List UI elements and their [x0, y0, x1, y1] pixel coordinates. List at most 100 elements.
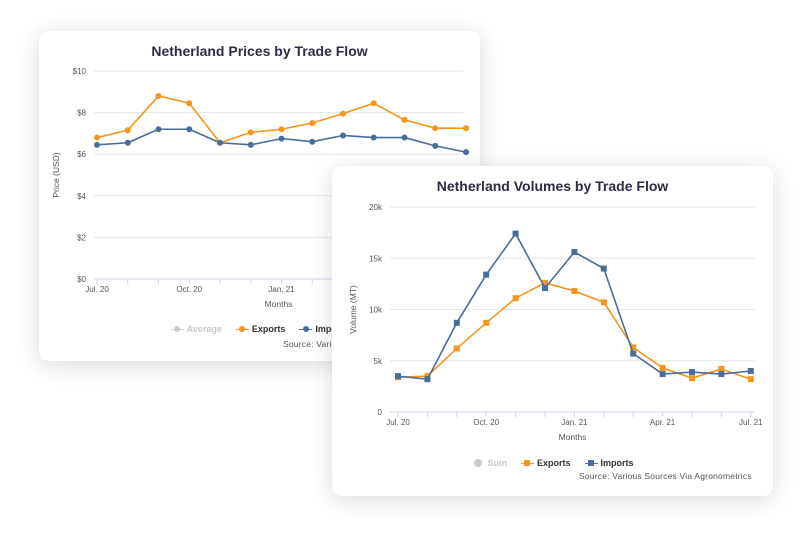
y-tick-label: $10 — [73, 67, 87, 76]
imports-data-point — [659, 371, 666, 378]
imports-data-point — [463, 149, 469, 156]
exports-data-point — [483, 319, 490, 326]
x-tick-label: Oct. 20 — [473, 418, 499, 427]
imports-data-point — [483, 271, 490, 278]
imports-data-point — [217, 139, 223, 146]
exports-data-point — [600, 299, 607, 306]
imports-data-point — [600, 265, 607, 272]
imports-data-point — [247, 141, 254, 148]
exports-data-point — [542, 279, 548, 286]
volumes-chart: 0 5k 10k 15k 20k Jul. 20 Oct. 20 Jan. 21 Apr. 21… — [348, 203, 763, 442]
chart-title: Netherland Prices by Trade Flow — [151, 43, 368, 59]
legend-label: Exports — [536, 458, 571, 468]
x-tick-label: Jul. 21 — [739, 418, 763, 427]
exports-data-point — [689, 375, 695, 382]
chart-legend: Sum Exports Imports — [332, 458, 773, 468]
legend-symbol — [170, 325, 184, 333]
y-tick-label: $4 — [77, 192, 86, 201]
imports-data-point — [395, 373, 401, 380]
exports-data-point — [571, 288, 578, 295]
legend-item-imports[interactable]: Imports — [299, 324, 348, 334]
y-tick-label: $6 — [77, 150, 86, 159]
exports-data-point — [630, 344, 637, 351]
volumes-chart-card: Netherland Volumes by Trade Flow 0 5k 10k 1… — [332, 166, 773, 496]
exports-data-point — [340, 110, 346, 117]
x-tick-label: Jul. 20 — [386, 418, 410, 427]
exports-data-point — [401, 116, 408, 123]
legend-symbol — [299, 325, 313, 333]
legend-item-exports[interactable]: Exports — [235, 324, 286, 334]
imports-data-point — [689, 369, 695, 376]
imports-data-point — [278, 135, 285, 142]
x-tick-label: Apr. 21 — [650, 418, 676, 427]
exports-series-line — [397, 282, 752, 380]
imports-data-point — [124, 139, 131, 146]
exports-data-point — [370, 100, 377, 107]
y-tick-label: 0 — [378, 408, 383, 417]
x-tick-label: Jan. 21 — [561, 418, 588, 427]
exports-data-point — [463, 125, 469, 132]
exports-data-point — [424, 373, 431, 380]
exports-data-point — [512, 295, 519, 302]
imports-data-point — [453, 319, 460, 326]
legend-label: Exports — [251, 324, 286, 334]
x-tick-label: Jan. 21 — [268, 285, 295, 294]
y-axis-title: Volume (MT) — [348, 285, 358, 334]
exports-data-point — [124, 127, 131, 134]
legend-item-average[interactable]: Average — [170, 324, 222, 334]
imports-data-point — [186, 126, 193, 133]
imports-series-line — [397, 232, 751, 380]
x-axis-title: Months — [559, 432, 587, 442]
imports-data-point — [401, 134, 408, 141]
legend-symbol — [235, 325, 249, 333]
legend-symbol — [471, 459, 484, 467]
imports-data-point — [94, 141, 100, 148]
legend-label: Sum — [487, 458, 507, 468]
legend-label: Imports — [315, 324, 348, 334]
chart-legend: Average Exports Imports — [39, 324, 480, 334]
exports-data-point — [278, 126, 285, 133]
imports-data-point — [512, 230, 519, 237]
imports-data-point — [432, 142, 439, 149]
legend-symbol — [584, 459, 598, 467]
imports-data-point — [571, 249, 578, 256]
legend-item-imports[interactable]: Imports — [584, 458, 634, 468]
y-tick-label: 15k — [369, 254, 383, 263]
y-tick-label: 10k — [369, 306, 383, 315]
exports-data-point — [186, 100, 193, 107]
imports-data-point — [630, 350, 637, 357]
y-tick-label: $8 — [77, 109, 86, 118]
exports-data-point — [247, 129, 254, 136]
exports-data-point — [155, 92, 162, 99]
imports-data-point — [370, 134, 377, 141]
y-tick-label: $2 — [77, 233, 86, 242]
source-note: Source: Various Sources Via Agronometric… — [579, 471, 752, 481]
exports-data-point — [432, 125, 439, 132]
legend-symbol — [520, 459, 534, 467]
x-tick-label: Jul. 20 — [85, 285, 109, 294]
imports-data-point — [542, 284, 548, 291]
chart-title: Netherland Volumes by Trade Flow — [436, 178, 669, 194]
imports-data-point — [340, 132, 346, 139]
y-tick-label: 20k — [369, 203, 383, 212]
legend-label: Average — [186, 324, 222, 334]
exports-data-point — [718, 365, 725, 372]
imports-data-point — [747, 368, 754, 374]
imports-data-point — [155, 126, 162, 133]
y-tick-label: $0 — [77, 275, 86, 284]
exports-data-point — [94, 134, 100, 141]
imports-data-point — [309, 138, 316, 145]
imports-data-point — [718, 371, 725, 378]
exports-data-point — [659, 364, 666, 371]
x-tick-label: Oct. 20 — [176, 285, 202, 294]
legend-label: Imports — [600, 458, 634, 468]
exports-data-point — [747, 376, 754, 383]
y-tick-label: 5k — [374, 357, 383, 366]
exports-data-point — [309, 120, 316, 126]
legend-item-exports[interactable]: Exports — [520, 458, 571, 468]
legend-item-sum[interactable]: Sum — [471, 458, 507, 468]
y-axis-title: Price (USD) — [51, 152, 61, 198]
x-axis-title: Months — [265, 299, 293, 309]
exports-data-point — [453, 345, 460, 352]
imports-data-point — [424, 376, 431, 383]
